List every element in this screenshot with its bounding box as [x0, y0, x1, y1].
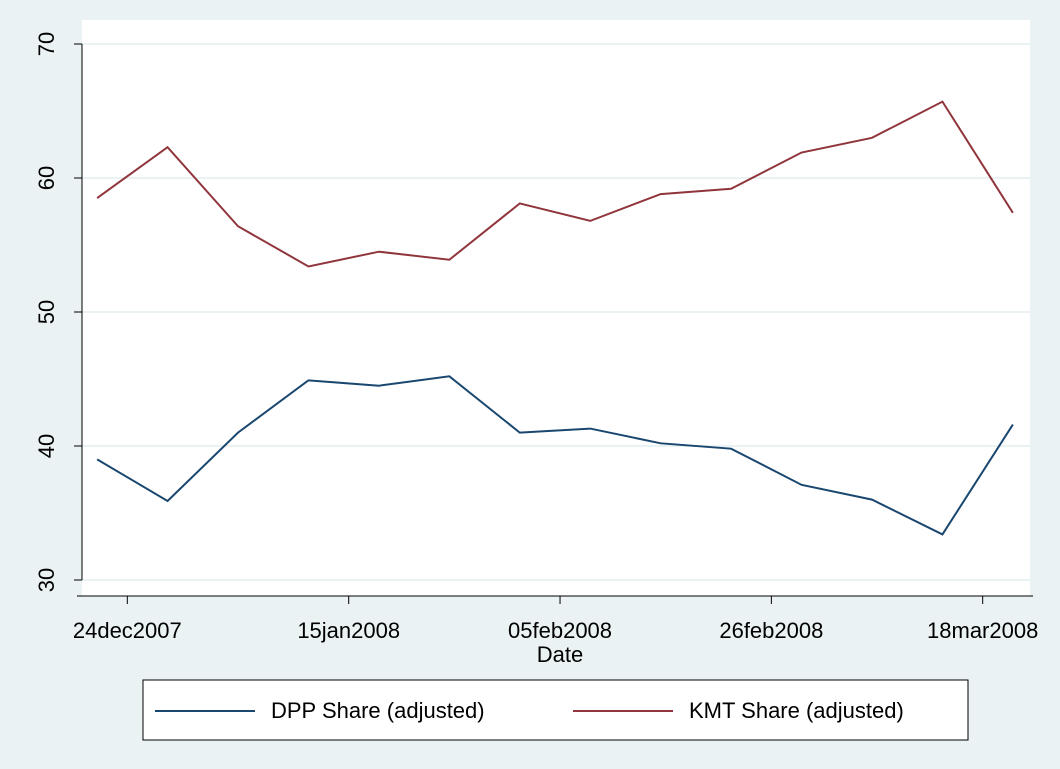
- legend-label: KMT Share (adjusted): [689, 698, 904, 723]
- x-tick-label: 18mar2008: [927, 618, 1038, 643]
- y-tick-label: 50: [34, 300, 59, 324]
- y-tick-label: 30: [34, 568, 59, 592]
- x-axis-title: Date: [537, 642, 583, 667]
- data-line: [96, 100, 1014, 268]
- legend-label: DPP Share (adjusted): [271, 698, 485, 723]
- y-tick-label: 60: [34, 166, 59, 190]
- x-tick-label: 05feb2008: [508, 618, 612, 643]
- plot-area: [82, 20, 1030, 596]
- x-tick-label: 26feb2008: [719, 618, 823, 643]
- y-tick-label: 40: [34, 434, 59, 458]
- data-line: [96, 375, 1014, 536]
- y-tick-label: 70: [34, 32, 59, 56]
- legend-box: [142, 679, 969, 741]
- x-tick-label: 24dec2007: [73, 618, 182, 643]
- x-tick-label: 15jan2008: [297, 618, 400, 643]
